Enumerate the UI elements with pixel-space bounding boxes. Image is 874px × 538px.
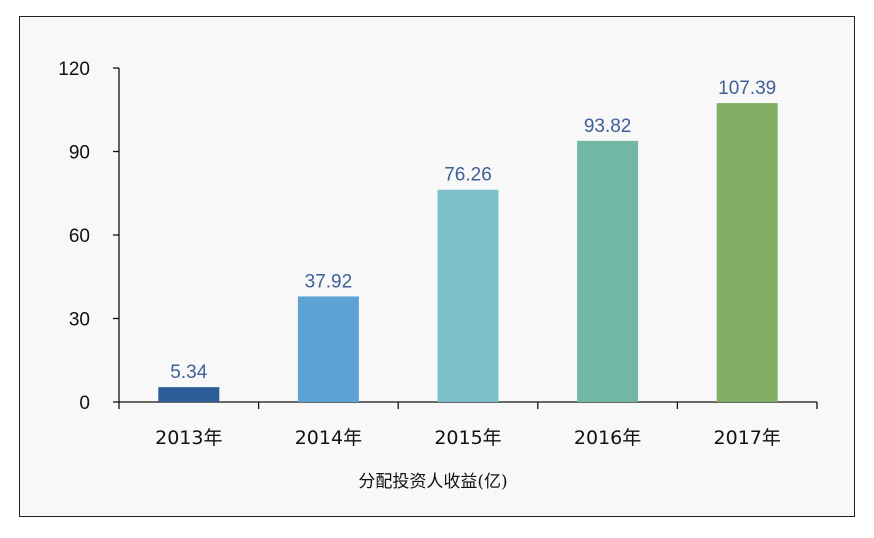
data-labels: 5.34 37.92 76.26 93.82 107.39 bbox=[170, 78, 776, 383]
bar-value-label: 5.34 bbox=[170, 362, 207, 383]
x-tick-label: 2013年 bbox=[155, 427, 222, 449]
y-tick-label: 90 bbox=[69, 143, 90, 164]
bar bbox=[716, 103, 778, 402]
x-tick-label: 2015年 bbox=[434, 427, 501, 449]
y-tick-label: 60 bbox=[69, 226, 90, 247]
x-tick-label: 2017年 bbox=[714, 427, 781, 449]
chart-frame bbox=[19, 16, 855, 517]
bar-value-label: 107.39 bbox=[718, 78, 776, 99]
bar bbox=[437, 189, 499, 402]
x-axis-title: 分配投资人收益(亿) bbox=[358, 472, 507, 492]
x-axis: 2013年 2014年 2015年 2016年 2017年 bbox=[118, 401, 818, 449]
y-tick-label: 120 bbox=[58, 59, 90, 80]
bar bbox=[158, 387, 220, 402]
bar bbox=[577, 140, 639, 402]
x-tick-label: 2016年 bbox=[574, 427, 641, 449]
x-tick-label: 2014年 bbox=[295, 427, 362, 449]
y-axis: 0 30 60 90 120 bbox=[58, 59, 120, 414]
bar bbox=[297, 296, 359, 402]
bar-value-label: 76.26 bbox=[444, 165, 492, 186]
y-tick-label: 30 bbox=[69, 310, 90, 331]
bars bbox=[158, 103, 778, 402]
bar-value-label: 93.82 bbox=[584, 116, 632, 137]
bar-value-label: 37.92 bbox=[305, 271, 353, 292]
y-tick-label: 0 bbox=[79, 393, 90, 414]
